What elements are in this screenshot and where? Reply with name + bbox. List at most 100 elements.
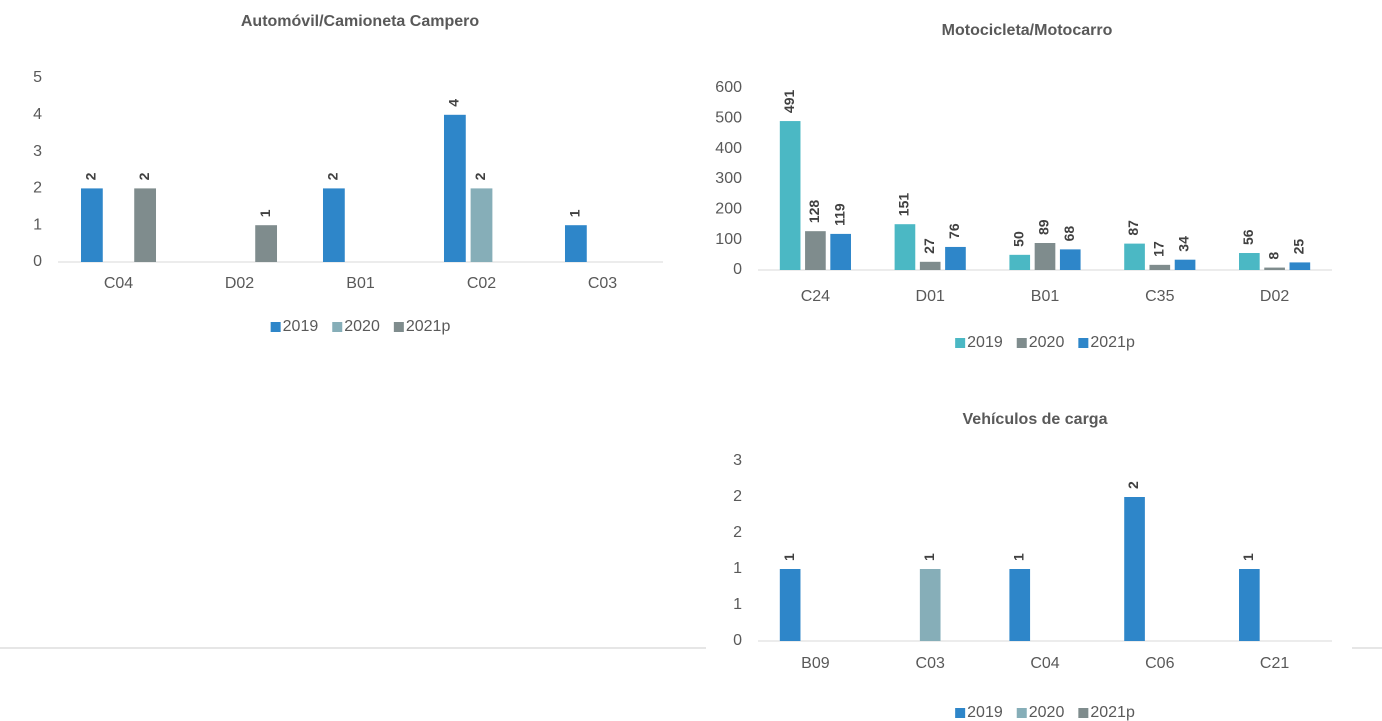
data-label: 2: [325, 172, 341, 180]
data-label: 1: [1010, 553, 1026, 561]
x-tick-label: B09: [801, 655, 830, 672]
data-label: 1: [1240, 553, 1256, 561]
legend-label: 2019: [283, 318, 319, 335]
bar: [1239, 569, 1260, 641]
data-label: 119: [831, 203, 847, 226]
data-label: 50: [1010, 231, 1026, 247]
bar: [1149, 264, 1171, 270]
data-label: 56: [1240, 229, 1256, 245]
x-tick-label: D02: [225, 275, 254, 292]
y-tick-label: 300: [715, 170, 742, 187]
y-tick-label: 400: [715, 140, 742, 157]
bar: [443, 114, 466, 262]
y-tick-label: 0: [733, 632, 742, 649]
data-label: 491: [781, 89, 797, 113]
bar: [1124, 497, 1145, 641]
legend-swatch: [332, 322, 343, 332]
data-label: 89: [1036, 219, 1052, 235]
x-tick-label: C35: [1145, 288, 1174, 305]
x-tick-label: D02: [1260, 288, 1289, 305]
legend: 2019 2020 2021p: [955, 704, 1135, 721]
legend-label: 2020: [344, 318, 380, 335]
legend-label: 2019: [967, 704, 1003, 721]
data-label: 76: [946, 223, 962, 239]
y-tick-label: 2: [733, 488, 742, 505]
legend-label: 2020: [1029, 704, 1065, 721]
data-label: 27: [921, 238, 937, 254]
chart-title: Motocicleta/Motocarro: [942, 22, 1113, 39]
data-label: 25: [1291, 239, 1307, 255]
y-tick-label: 200: [715, 201, 742, 218]
bar: [830, 233, 851, 270]
x-tick-label: C04: [104, 275, 133, 292]
data-label: 151: [896, 193, 912, 217]
legend-label: 2021p: [1090, 704, 1135, 721]
data-label: 87: [1125, 220, 1141, 236]
legend: 2019 2020 2021p: [955, 334, 1135, 351]
x-tick-label: C03: [916, 655, 945, 672]
legend-swatch: [1016, 708, 1027, 718]
bar: [945, 246, 966, 270]
bar: [564, 225, 587, 262]
legend-swatch: [1016, 338, 1027, 348]
data-label: 4: [446, 99, 462, 107]
y-tick-label: 0: [733, 261, 742, 278]
y-tick-label: 1: [33, 216, 42, 233]
legend-label: 2019: [967, 334, 1003, 351]
x-tick-label: C24: [801, 288, 830, 305]
legend-swatch: [270, 322, 281, 332]
data-label: 2: [83, 172, 99, 180]
bar: [919, 569, 941, 641]
legend-label: 2020: [1029, 334, 1065, 351]
chart-title: Automóvil/Camioneta Campero: [241, 13, 479, 30]
x-tick-label: C06: [1145, 655, 1174, 672]
data-label: 2: [472, 172, 488, 180]
x-tick-label: C04: [1030, 655, 1059, 672]
y-tick-label: 4: [33, 106, 42, 123]
chart-title: Vehículos de carga: [963, 411, 1108, 428]
bar: [805, 231, 826, 270]
x-tick-label: C03: [588, 275, 617, 292]
y-tick-label: 100: [715, 231, 742, 248]
bar: [255, 225, 278, 262]
data-label: 17: [1151, 241, 1167, 257]
bar: [1059, 249, 1081, 270]
data-label: 34: [1176, 236, 1192, 252]
y-tick-label: 5: [33, 69, 42, 86]
data-label: 1: [781, 553, 797, 561]
y-tick-label: 2: [33, 180, 42, 197]
y-tick-label: 600: [715, 79, 742, 96]
data-label: 8: [1265, 252, 1281, 260]
bar: [1009, 569, 1031, 641]
data-label: 1: [567, 209, 583, 217]
y-tick-label: 500: [715, 110, 742, 127]
legend-swatch: [1078, 338, 1089, 348]
bar: [919, 261, 941, 270]
data-label: 2: [136, 172, 152, 180]
data-label: 2: [1125, 481, 1141, 489]
y-tick-label: 2: [733, 524, 742, 541]
bar: [779, 569, 801, 641]
bar: [1239, 253, 1260, 270]
data-label: 1: [257, 209, 273, 217]
y-tick-label: 1: [733, 560, 742, 577]
x-tick-label: B01: [1031, 288, 1060, 305]
legend-swatch: [955, 708, 966, 718]
bar: [322, 188, 345, 262]
legend-swatch: [1078, 708, 1089, 718]
x-tick-label: D01: [916, 288, 945, 305]
legend-swatch: [955, 338, 966, 348]
bar: [779, 121, 801, 271]
legend: 2019 2020 2021p: [270, 318, 451, 335]
bar: [1174, 259, 1196, 270]
y-tick-label: 3: [733, 452, 742, 469]
legend-swatch: [393, 322, 404, 332]
y-tick-label: 0: [33, 253, 42, 270]
bar: [1034, 243, 1056, 270]
y-tick-label: 1: [733, 596, 742, 613]
bar: [134, 188, 157, 262]
data-label: 68: [1061, 226, 1077, 242]
legend-label: 2021p: [406, 318, 451, 335]
bar: [894, 224, 916, 270]
